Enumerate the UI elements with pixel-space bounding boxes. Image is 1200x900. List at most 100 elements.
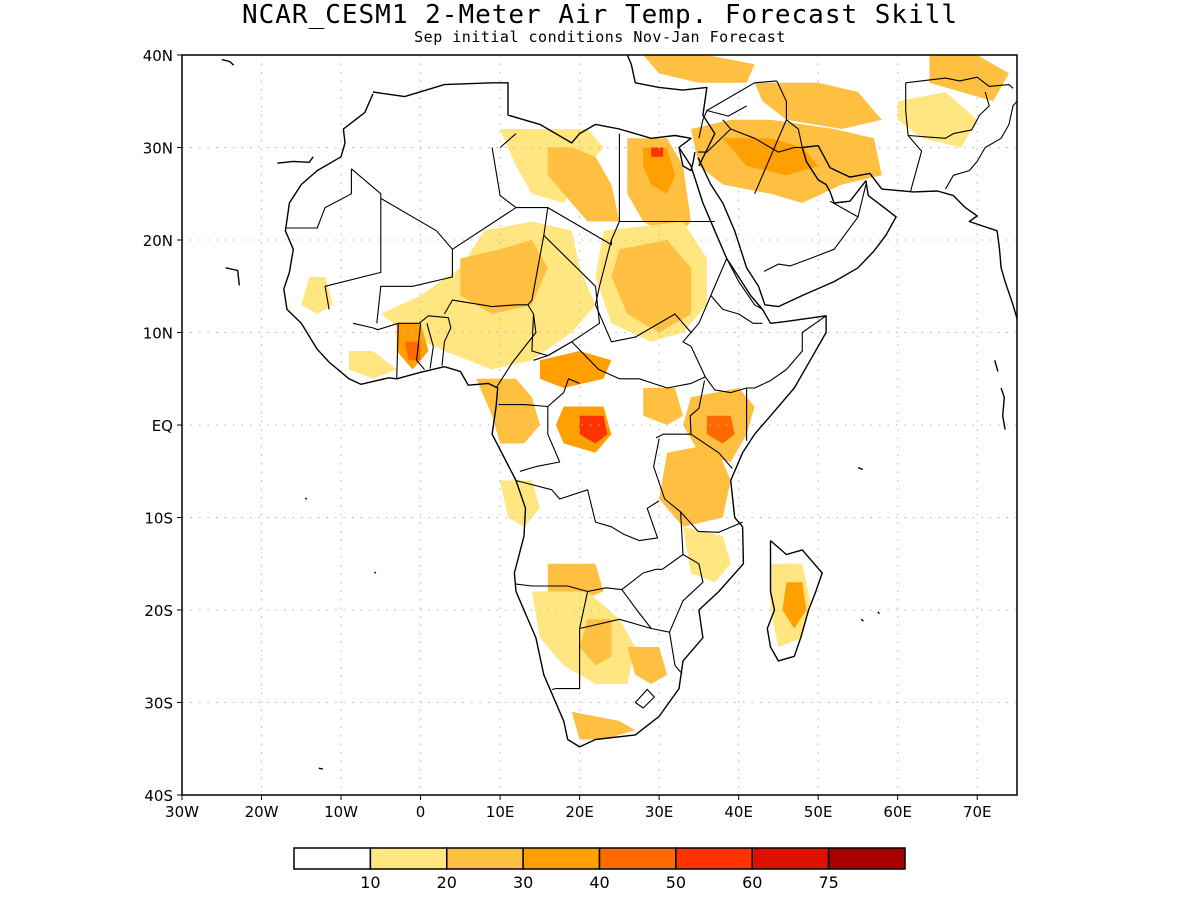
x-tick-label: 10W [324,803,358,821]
country-border [285,168,352,229]
skill-region [643,147,675,194]
country-border [498,404,561,472]
colorbar-swatch [446,847,524,870]
skill-region [651,147,664,157]
country-border [634,688,655,709]
colorbar-label: 10 [360,873,380,892]
colorbar-label: 20 [437,873,457,892]
country-border [352,315,452,366]
skill-region [301,277,334,314]
y-tick-label: 10S [144,510,173,528]
x-tick-label: 20E [565,803,594,821]
axis-ticks: 30W 20W 10W 0 10E 20E 30E 40E 50E 60E 70E 40N 30N 20N… [143,47,992,821]
country-border [579,618,683,675]
country-border [829,184,867,218]
x-tick-label: 60E [883,803,912,821]
skill-region [659,443,731,527]
coastline [860,618,864,622]
country-border [376,197,453,324]
skill-region [460,240,548,314]
country-border [499,133,517,148]
colorbar-swatch [675,847,753,870]
coastline [374,571,377,574]
colorbar-swatch [522,847,601,870]
country-border [491,147,517,209]
country-border [905,76,1014,89]
y-tick-label: EQ [152,417,173,435]
coastline [283,82,827,748]
x-tick-label: 30W [165,803,199,821]
coastline [766,540,823,662]
skill-shading [301,55,1009,740]
skill-region [539,351,612,388]
country-border [426,323,434,369]
coastline [994,360,999,372]
country-border [690,433,733,469]
country-border [594,239,728,343]
x-tick-label: 40E [724,803,753,821]
country-border [710,295,763,324]
country-border [908,91,990,139]
y-tick-label: 30N [143,140,173,158]
country-border [443,207,549,315]
coastline [225,267,240,286]
x-tick-label: 20W [245,803,279,821]
x-tick-label: 30E [645,803,674,821]
chart-subtitle: Sep initial conditions Nov-Jan Forecast [414,28,786,46]
country-border [396,323,399,379]
x-tick-label: 50E [804,803,833,821]
country-border [763,216,859,272]
coastline [678,147,696,172]
y-tick-label: 40S [144,787,173,805]
coastline [1000,387,1006,430]
coastlines [221,55,1017,770]
country-border [416,323,425,370]
country-border [547,378,580,407]
x-tick-label: 70E [963,803,992,821]
colorbar: 10 20 30 40 50 60 75 [293,847,906,892]
coastline [221,58,235,66]
colorbar-swatch [751,847,830,870]
skill-region [643,55,755,83]
country-border [551,591,589,691]
skill-region [782,582,807,629]
skill-region [627,647,668,684]
skill-region [500,480,540,527]
colorbar-label: 30 [513,873,533,892]
y-tick-label: 30S [144,695,173,713]
y-tick-label: 10N [143,325,173,343]
skill-region [547,147,620,222]
colorbar-swatch [369,847,448,870]
country-border [621,589,652,629]
y-tick-label: 20N [143,232,173,250]
country-borders [285,76,1017,709]
colorbar-swatch [293,847,372,870]
country-border [547,207,620,246]
skill-region [643,388,683,425]
colorbar-label: 50 [666,873,686,892]
skill-region [897,92,978,148]
y-tick-label: 20S [144,602,173,620]
skill-region [579,415,608,444]
country-border [324,168,382,310]
chart-title: NCAR_CESM1 2-Meter Air Temp. Forecast Sk… [241,0,959,30]
x-tick-label: 10E [486,803,515,821]
colorbar-label: 40 [589,873,609,892]
map-gridlines [182,55,1017,795]
country-border [655,380,706,439]
coastline [877,611,880,615]
skill-region [571,711,636,740]
skill-region [476,378,540,444]
skill-region [706,415,735,444]
skill-region [611,240,691,333]
colorbar-label: 75 [818,873,838,892]
coastline [857,466,863,471]
x-tick-label: 0 [416,803,426,821]
country-border [515,479,660,542]
country-border [698,128,732,153]
coastline [277,156,314,164]
coastline [318,767,323,770]
colorbar-swatch [827,847,906,870]
skill-region [683,526,731,583]
